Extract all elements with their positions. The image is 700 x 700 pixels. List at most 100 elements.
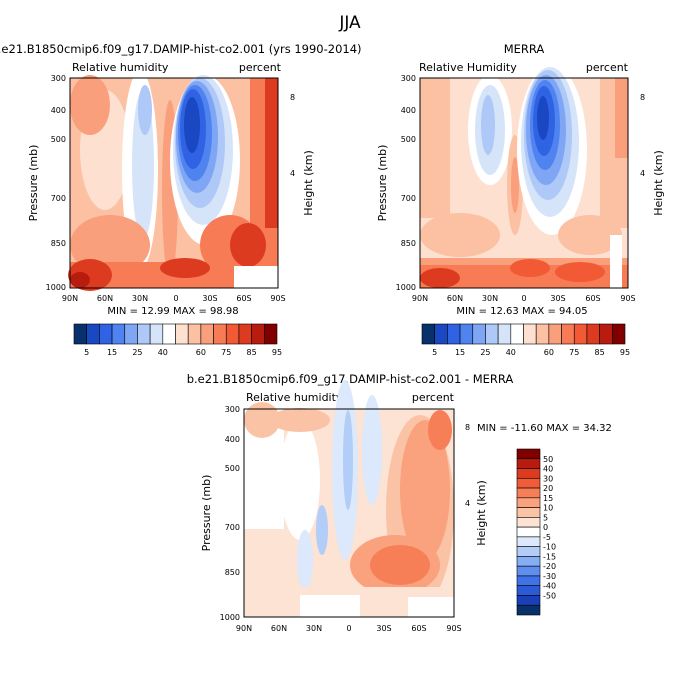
height-axis-label: Height (km) xyxy=(652,150,665,216)
panel-model-colorbar xyxy=(73,323,278,345)
x-tick-label: 60N xyxy=(271,624,287,633)
panel-model-height-axis: 8 4 Height (km) xyxy=(290,93,315,216)
panel-merra-x-ticks: 90N 60N 30N 0 30S 60S 90S xyxy=(412,294,636,303)
y-tick-label: 850 xyxy=(401,239,416,248)
colorbar-swatch xyxy=(561,323,575,345)
panel-merra-colorbar xyxy=(421,323,626,345)
height-tick-label: 4 xyxy=(640,169,645,178)
height-axis-label: Height (km) xyxy=(475,480,488,546)
colorbar-swatch xyxy=(516,497,541,508)
colorbar-label: -40 xyxy=(543,582,556,591)
panel-merra-left-label: Relative Humidity xyxy=(419,61,517,74)
y-tick-label: 1000 xyxy=(396,283,416,292)
colorbar-label: 40 xyxy=(543,465,553,474)
y-tick-label: 400 xyxy=(225,435,240,444)
colorbar-label: 15 xyxy=(543,494,553,503)
height-axis-label: Height (km) xyxy=(302,150,315,216)
colorbar-label: 10 xyxy=(543,504,553,513)
panel-model-title: b.e21.B1850cmip6.f09_g17.DAMIP-hist-co2.… xyxy=(0,42,362,56)
y-tick-label: 500 xyxy=(51,135,66,144)
panel-model-min-max: MIN = 12.99 MAX = 98.98 xyxy=(107,306,238,317)
panel-model-right-label: percent xyxy=(239,61,282,74)
colorbar-label: 95 xyxy=(272,348,282,357)
colorbar-swatch xyxy=(612,323,626,345)
panel-model-plot xyxy=(68,70,279,291)
y-tick-label: 1000 xyxy=(46,283,66,292)
colorbar-label: 25 xyxy=(480,348,490,357)
colorbar-label: 0 xyxy=(543,523,548,532)
x-tick-label: 0 xyxy=(521,294,526,303)
height-tick-label: 8 xyxy=(290,93,295,102)
colorbar-label: 40 xyxy=(506,348,516,357)
colorbar-swatch xyxy=(73,323,87,345)
colorbar-swatch xyxy=(162,323,176,345)
colorbar-label: 60 xyxy=(544,348,554,357)
colorbar-label: 75 xyxy=(221,348,231,357)
colorbar-label: 85 xyxy=(247,348,257,357)
panel-model-colorbar-labels: 5 15 25 40 60 75 85 95 xyxy=(84,348,282,357)
panel-model-y-axis-label: Pressure (mb) xyxy=(27,145,40,222)
x-tick-label: 90N xyxy=(62,294,78,303)
x-tick-label: 30N xyxy=(132,294,148,303)
y-tick-label: 300 xyxy=(51,74,66,83)
x-tick-label: 30S xyxy=(376,624,391,633)
y-tick-label: 1000 xyxy=(220,613,240,622)
colorbar-label: 25 xyxy=(132,348,142,357)
colorbar-label: 5 xyxy=(432,348,437,357)
height-tick-label: 8 xyxy=(465,423,470,432)
colorbar-swatch xyxy=(516,477,541,489)
panel-merra-right-label: percent xyxy=(586,61,629,74)
x-tick-label: 30N xyxy=(306,624,322,633)
x-tick-label: 0 xyxy=(346,624,351,633)
colorbar-swatch xyxy=(485,323,499,345)
panel-model-y-ticks: 300 400 500 700 850 1000 xyxy=(46,74,66,292)
colorbar-label: 40 xyxy=(158,348,168,357)
colorbar-swatch xyxy=(516,458,541,469)
colorbar-swatch xyxy=(516,585,541,596)
colorbar-swatch xyxy=(516,604,541,616)
colorbar-swatch xyxy=(200,323,214,345)
colorbar-swatch xyxy=(535,323,550,345)
colorbar-swatch xyxy=(516,546,541,557)
colorbar-label: 50 xyxy=(543,455,553,464)
y-tick-label: 400 xyxy=(401,106,416,115)
panel-merra-colorbar-labels: 5 15 25 40 60 75 85 95 xyxy=(432,348,630,357)
colorbar-label: 15 xyxy=(107,348,117,357)
y-tick-label: 850 xyxy=(225,568,240,577)
panel-diff-min-max: MIN = -11.60 MAX = 34.32 xyxy=(477,423,612,434)
colorbar-swatch xyxy=(447,323,461,345)
colorbar-label: -20 xyxy=(543,562,556,571)
colorbar-swatch xyxy=(472,323,486,345)
colorbar-swatch xyxy=(187,323,202,345)
colorbar-swatch xyxy=(264,323,278,345)
height-tick-label: 4 xyxy=(290,169,295,178)
height-tick-label: 8 xyxy=(640,93,645,102)
colorbar-swatch xyxy=(86,323,100,345)
panel-model: b.e21.B1850cmip6.f09_g17.DAMIP-hist-co2.… xyxy=(0,42,362,357)
y-tick-label: 850 xyxy=(51,239,66,248)
colorbar-swatch xyxy=(137,323,151,345)
colorbar-swatch xyxy=(516,517,541,528)
colorbar-swatch xyxy=(99,323,113,345)
y-tick-label: 700 xyxy=(401,194,416,203)
panel-diff-colorbar xyxy=(516,448,541,616)
colorbar-label: 85 xyxy=(595,348,605,357)
x-tick-label: 30S xyxy=(550,294,565,303)
colorbar-swatch xyxy=(516,448,541,460)
y-tick-label: 500 xyxy=(401,135,416,144)
panel-merra-plot xyxy=(419,65,629,289)
panel-diff-left-label: Relative humidity xyxy=(246,391,343,404)
panel-model-x-ticks: 90N 60N 30N 0 30S 60S 90S xyxy=(62,294,286,303)
height-tick-label: 4 xyxy=(465,499,470,508)
panel-merra-title: MERRA xyxy=(504,42,545,56)
colorbar-label: -50 xyxy=(543,591,556,600)
y-tick-label: 700 xyxy=(225,523,240,532)
y-tick-label: 500 xyxy=(225,464,240,473)
x-tick-label: 60N xyxy=(97,294,113,303)
colorbar-swatch xyxy=(175,323,189,345)
colorbar-swatch xyxy=(251,323,265,345)
colorbar-swatch xyxy=(523,323,537,345)
x-tick-label: 30S xyxy=(202,294,217,303)
panel-merra-height-axis: 8 4 Height (km) xyxy=(640,93,665,216)
colorbar-swatch xyxy=(548,323,562,345)
